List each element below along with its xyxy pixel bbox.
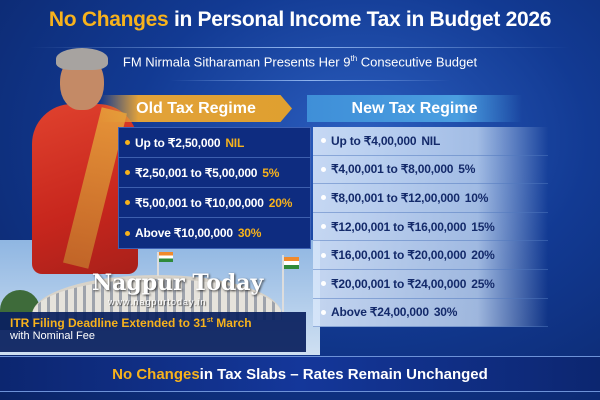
- slab-row: ₹5,00,001 to ₹10,00,000 20%: [119, 188, 310, 218]
- bullet-icon: [125, 200, 130, 205]
- headline-rest: in Personal Income Tax in Budget 2026: [168, 8, 552, 31]
- indian-flag-icon: [159, 252, 173, 262]
- headline: No Changes in Personal Income Tax in Bud…: [0, 8, 600, 32]
- slab-rate: 20%: [268, 195, 293, 210]
- itr-line1: ITR Filing Deadline Extended to 31st Mar…: [10, 316, 296, 330]
- slab-range: Above ₹10,00,000: [135, 226, 233, 240]
- slab-rate: 30%: [237, 226, 262, 240]
- itr-text: ITR Filing Deadline Extended to 31: [10, 316, 207, 330]
- itr-line2: with Nominal Fee: [10, 330, 95, 342]
- slab-row: ₹12,00,001 to ₹16,00,000 15%: [313, 213, 548, 242]
- slab-rate: NIL: [421, 133, 441, 148]
- old-regime-header: Old Tax Regime: [100, 95, 292, 122]
- divider: [170, 80, 450, 81]
- slab-row: Up to ₹4,00,000 NIL: [313, 127, 548, 156]
- slab-range: ₹16,00,001 to ₹20,00,000: [331, 248, 467, 263]
- old-regime-label: Old Tax Regime: [136, 99, 256, 117]
- slab-range: ₹20,00,001 to ₹24,00,000: [331, 276, 467, 291]
- footer-banner: No Changes in Tax Slabs – Rates Remain U…: [0, 356, 600, 392]
- slab-row: ₹2,50,001 to ₹5,00,000 5%: [119, 158, 310, 188]
- slab-row: ₹16,00,001 to ₹20,00,000 20%: [313, 241, 548, 270]
- slab-row: Above ₹24,00,000 30%: [313, 299, 548, 328]
- old-regime-table: Up to ₹2,50,000 NIL ₹2,50,001 to ₹5,00,000…: [118, 127, 311, 249]
- itr-deadline-box: ITR Filing Deadline Extended to 31st Mar…: [0, 312, 306, 352]
- slab-rate: 10%: [464, 190, 489, 205]
- slab-range: ₹8,00,001 to ₹12,00,000: [331, 190, 460, 205]
- slab-rate: 5%: [458, 162, 476, 177]
- new-regime-header: New Tax Regime: [307, 95, 522, 122]
- slab-row: ₹20,00,001 to ₹24,00,000 25%: [313, 270, 548, 299]
- slab-range: Above ₹24,00,000: [331, 305, 429, 320]
- subtitle: FM Nirmala Sitharaman Presents Her 9th C…: [0, 54, 600, 69]
- bullet-icon: [321, 138, 326, 144]
- slab-range: Up to ₹2,50,000: [135, 135, 221, 150]
- slab-rate: 5%: [262, 165, 280, 180]
- subtitle-text-end: Consecutive Budget: [357, 54, 478, 70]
- slab-rate: 30%: [433, 305, 458, 320]
- slab-row: ₹8,00,001 to ₹12,00,000 10%: [313, 184, 548, 213]
- bullet-icon: [321, 195, 326, 201]
- bullet-icon: [321, 309, 326, 315]
- bullet-icon: [321, 166, 326, 172]
- watermark-url: www.nagpurtoday.in: [108, 297, 207, 307]
- flag-pole: [282, 255, 284, 312]
- slab-row: ₹4,00,001 to ₹8,00,000 5%: [313, 156, 548, 185]
- new-regime-table: Up to ₹4,00,000 NIL ₹4,00,001 to ₹8,00,000…: [313, 127, 548, 328]
- slab-rate: 15%: [471, 219, 495, 234]
- footer-highlight: No Changes: [112, 365, 200, 383]
- itr-sup: st: [206, 317, 213, 324]
- itr-text-end: March: [212, 316, 252, 330]
- bullet-icon: [125, 170, 130, 175]
- headline-highlight: No Changes: [48, 8, 169, 31]
- slab-row: Above ₹10,00,000 30%: [119, 218, 310, 248]
- slab-rate: 25%: [471, 276, 495, 291]
- bullet-icon: [321, 224, 326, 230]
- slab-rate: NIL: [225, 135, 245, 150]
- slab-range: ₹5,00,001 to ₹10,00,000: [135, 195, 264, 210]
- slab-range: ₹4,00,001 to ₹8,00,000: [331, 162, 454, 177]
- bullet-icon: [125, 230, 130, 236]
- slab-row: Up to ₹2,50,000 NIL: [119, 128, 310, 158]
- footer-rest: in Tax Slabs – Rates Remain Unchanged: [199, 365, 488, 383]
- bullet-icon: [125, 140, 130, 145]
- new-regime-label: New Tax Regime: [351, 99, 478, 117]
- slab-range: ₹12,00,001 to ₹16,00,000: [331, 219, 467, 234]
- bullet-icon: [321, 252, 326, 258]
- indian-flag-icon: [284, 257, 299, 269]
- subtitle-sup: th: [350, 54, 358, 63]
- slab-range: Up to ₹4,00,000: [331, 133, 417, 148]
- slab-range: ₹2,50,001 to ₹5,00,000: [135, 165, 258, 180]
- bullet-icon: [321, 281, 326, 287]
- subtitle-text: FM Nirmala Sitharaman Presents Her 9: [122, 54, 351, 70]
- flag-pole: [157, 252, 159, 276]
- divider: [30, 47, 570, 48]
- watermark-logo: Nagpur Today: [92, 270, 264, 296]
- slab-rate: 20%: [471, 248, 495, 263]
